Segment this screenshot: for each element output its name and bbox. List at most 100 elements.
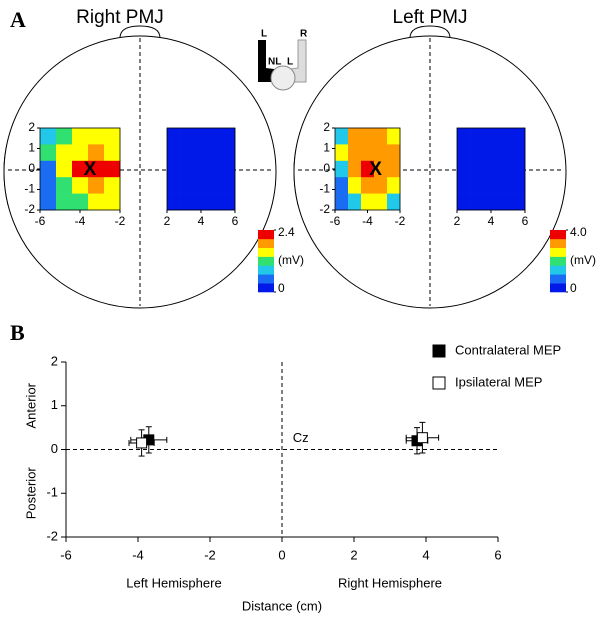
- heatmap-cell: [167, 177, 181, 194]
- y-tick-label: 0: [28, 161, 35, 175]
- heatmap-cell: [361, 193, 375, 211]
- heatmap-cell: [387, 160, 401, 178]
- x-tick-label: 4: [488, 214, 495, 228]
- heatmap-cell: [457, 160, 471, 178]
- x-tick-label: 4: [422, 547, 429, 562]
- heatmap-cell: [207, 144, 222, 162]
- y-tick-label: 1: [323, 141, 330, 155]
- heatmap-cell: [470, 144, 485, 162]
- heatmap-cell: [457, 177, 471, 194]
- heatmap-cell: [387, 144, 401, 162]
- colorbar-label: 4.0: [570, 225, 587, 239]
- heatmap-cell: [180, 193, 195, 211]
- colorbar-swatch: [258, 247, 274, 257]
- colorbar-label: 0: [570, 281, 577, 295]
- legend-swatch: [432, 344, 446, 358]
- colorbar-swatch: [258, 256, 274, 266]
- x-axis-title: Distance (cm): [242, 598, 322, 613]
- heatmap-cell: [72, 160, 89, 178]
- heatmap-cell: [348, 160, 362, 178]
- heatmap-cell: [511, 177, 526, 194]
- y-tick-label: -2: [24, 202, 35, 216]
- heatmap-cell: [104, 177, 121, 194]
- heatmap-cell: [335, 160, 349, 178]
- peak-marker: X: [369, 159, 382, 180]
- arm-icon: L R NL L: [258, 29, 308, 91]
- heatmap-cell: [167, 160, 181, 178]
- x-region-label: Left Hemisphere: [126, 575, 221, 590]
- y-tick-label: 2: [323, 120, 330, 134]
- colorbar-swatch: [550, 274, 566, 284]
- x-tick-label: 6: [232, 214, 239, 228]
- x-tick-label: 2: [350, 547, 357, 562]
- heatmap-cell: [88, 144, 105, 162]
- heatmap-cell: [387, 128, 401, 145]
- colorbar-swatch: [550, 230, 566, 240]
- heatmap-cell: [207, 193, 222, 211]
- heatmap-cell: [207, 128, 222, 145]
- y-tick-label: -1: [46, 485, 58, 500]
- heatmap-cell: [72, 128, 89, 145]
- colorbar-swatch: [258, 274, 274, 284]
- heatmap-cell: [194, 128, 209, 145]
- heatmap-cell: [470, 177, 485, 194]
- heatmap-cell: [72, 193, 89, 211]
- icon-label: R: [300, 29, 308, 40]
- y-region-label: Anterior: [23, 382, 38, 428]
- heatmap-cell: [221, 128, 236, 145]
- heatmap-cell: [484, 193, 499, 211]
- colorbar-swatch: [550, 265, 566, 275]
- heatmap-cell: [56, 177, 73, 194]
- heatmap-cell: [335, 193, 349, 211]
- chart-title: Left PMJ: [393, 7, 468, 28]
- legend-label: Ipsilateral MEP: [455, 374, 542, 389]
- heatmap-cell: [470, 193, 485, 211]
- point: [416, 432, 428, 444]
- heatmap-cell: [511, 193, 526, 211]
- panel-label: B: [10, 320, 25, 345]
- icon-label: L: [287, 57, 293, 68]
- heatmap-cell: [484, 177, 499, 194]
- heatmap-cell: [348, 177, 362, 194]
- heatmap-cell: [167, 144, 181, 162]
- heatmap-cell: [167, 128, 181, 145]
- heatmap-cell: [457, 193, 471, 211]
- heatmap-cell: [348, 144, 362, 162]
- heatmap-cell: [207, 160, 222, 178]
- heatmap-cell: [484, 160, 499, 178]
- heatmap-cell: [348, 193, 362, 211]
- heatmap-cell: [361, 144, 375, 162]
- heatmap-cell: [221, 144, 236, 162]
- x-tick-label: -6: [60, 547, 72, 562]
- y-tick-label: 2: [28, 120, 35, 134]
- torso: [270, 65, 296, 91]
- heatmap-cell: [88, 128, 105, 145]
- heatmap-cell: [457, 144, 471, 162]
- heatmap-cell: [361, 177, 375, 194]
- icon-label: L: [261, 29, 267, 40]
- y-tick-label: -2: [46, 528, 58, 543]
- heatmap-cell: [180, 177, 195, 194]
- colorbar-swatch: [550, 256, 566, 266]
- heatmap-cell: [88, 160, 105, 178]
- colorbar-swatch: [258, 265, 274, 275]
- heatmap-cell: [221, 177, 236, 194]
- nose: [409, 25, 451, 39]
- y-tick-label: 0: [323, 161, 330, 175]
- heatmap-cell: [180, 128, 195, 145]
- heatmap-cell: [40, 193, 57, 211]
- heatmap-cell: [335, 128, 349, 145]
- heatmap-cell: [511, 144, 526, 162]
- head-outlines: [3, 25, 567, 309]
- heatmap-cell: [361, 160, 375, 178]
- x-tick-label: -4: [132, 547, 144, 562]
- x-tick-label: -2: [115, 214, 126, 228]
- heatmap-cell: [511, 160, 526, 178]
- colorbar-unit: (mV): [570, 253, 596, 267]
- y-tick-label: 2: [51, 353, 58, 368]
- heatmap-cell: [104, 160, 121, 178]
- heatmap-cell: [180, 144, 195, 162]
- heatmap-cell: [221, 160, 236, 178]
- heatmap-cell: [484, 144, 499, 162]
